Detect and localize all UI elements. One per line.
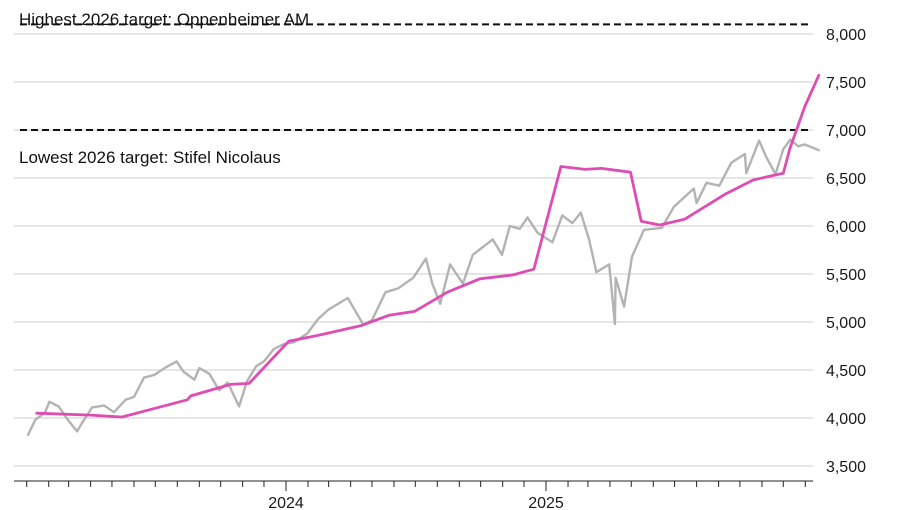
series-layer — [26, 73, 821, 436]
y-tick-label: 5,000 — [826, 315, 866, 332]
x-tick-label: 2024 — [268, 495, 304, 510]
y-tick-label: 3,500 — [826, 459, 866, 476]
y-tick-label: 4,500 — [826, 363, 866, 380]
y-tick-label: 7,000 — [826, 123, 866, 140]
index-price-line — [26, 138, 820, 436]
y-tick-label: 8,000 — [826, 27, 866, 44]
axes: 2024 2025 — [14, 480, 813, 510]
x-tick-label: 2025 — [528, 495, 564, 510]
y-tick-label: 7,500 — [826, 75, 866, 92]
y-tick-label: 4,000 — [826, 411, 866, 428]
strategist-target-line — [35, 73, 821, 419]
target-lines — [20, 23, 811, 131]
lowest-target-label: Lowest 2026 target: Stifel Nicolaus — [19, 148, 281, 167]
y-tick-label: 6,500 — [826, 171, 866, 188]
annotations: Highest 2026 target: Oppenheimer AM Lowe… — [19, 10, 309, 167]
highest-target-label: Highest 2026 target: Oppenheimer AM — [19, 10, 309, 29]
y-tick-label: 6,000 — [826, 219, 866, 236]
y-tick-label: 5,500 — [826, 267, 866, 284]
gridlines: 8,000 7,500 7,000 6,500 6,000 5,500 5,000 4,500… — [14, 27, 866, 476]
